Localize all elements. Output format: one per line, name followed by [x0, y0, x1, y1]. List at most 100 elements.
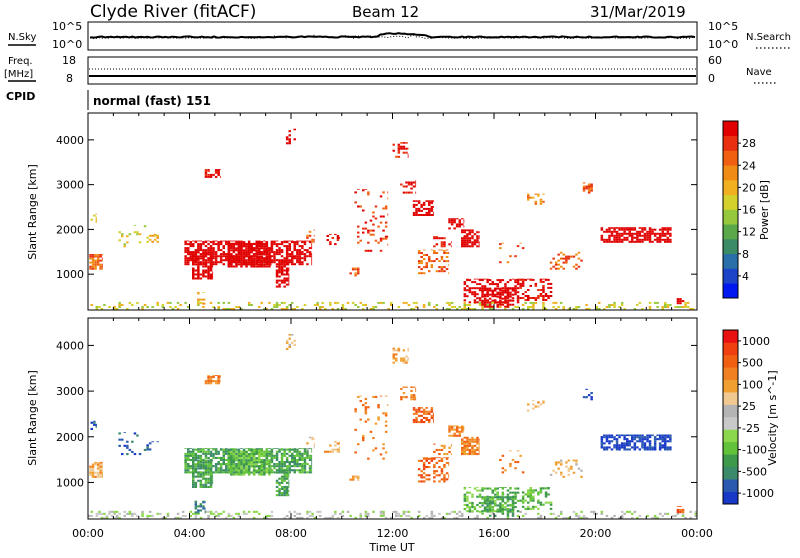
heatmap-cell	[268, 265, 271, 268]
heatmap-cell	[560, 510, 563, 513]
heatmap-cell	[301, 458, 304, 461]
heatmap-cell	[95, 213, 97, 215]
heatmap-cell	[263, 471, 266, 474]
heatmap-cell	[102, 471, 103, 474]
heatmap-cell	[283, 452, 286, 455]
heatmap-cell	[537, 193, 540, 195]
heatmap-cell	[270, 457, 272, 460]
heatmap-cell	[580, 516, 583, 519]
heatmap-cell	[653, 514, 657, 517]
heatmap-cell	[268, 263, 271, 266]
heatmap-cell	[187, 448, 190, 449]
heatmap-cell	[646, 238, 649, 241]
heatmap-cell	[99, 475, 102, 478]
heatmap-cell	[491, 291, 494, 294]
heatmap-cell	[405, 147, 408, 150]
heatmap-cell	[481, 285, 484, 288]
heatmap-cell	[235, 243, 238, 246]
heatmap-cell	[496, 487, 499, 490]
heatmap-cell	[288, 142, 291, 145]
heatmap-cell	[283, 473, 286, 476]
heatmap-cell	[438, 457, 441, 459]
heatmap-cell	[367, 229, 370, 232]
heatmap-cell	[278, 467, 281, 470]
heatmap-cell	[252, 243, 256, 246]
heatmap-cell	[359, 514, 362, 517]
heatmap-cell	[194, 448, 198, 451]
heatmap-cell	[620, 240, 624, 243]
heatmap-cell	[318, 306, 322, 308]
heatmap-cell	[91, 254, 95, 256]
heatmap-cell	[448, 252, 450, 254]
heatmap-cell	[217, 461, 220, 464]
heatmap-cell	[504, 283, 507, 286]
heatmap-cell	[293, 138, 296, 141]
heatmap-cell	[268, 253, 271, 256]
heatmap-cell	[471, 510, 474, 513]
heatmap-cell	[96, 255, 100, 258]
heatmap-cell	[430, 457, 434, 460]
heatmap-cell	[461, 453, 464, 456]
heatmap-cell	[283, 471, 286, 474]
heatmap-cell	[159, 512, 162, 515]
heatmap-cell	[544, 278, 548, 280]
heatmap-cell	[283, 479, 286, 482]
heatmap-cell	[207, 376, 210, 379]
heatmap-cell	[620, 446, 624, 449]
heatmap-cell	[278, 251, 281, 254]
heatmap-cell	[600, 512, 604, 515]
heatmap-cell	[422, 408, 426, 411]
heatmap-cell	[260, 448, 263, 451]
heatmap-cell	[219, 448, 223, 451]
heatmap-cell	[509, 295, 512, 298]
heatmap-cell	[468, 304, 472, 306]
heatmap-cell	[207, 380, 210, 383]
heatmap-cell	[91, 467, 95, 470]
heatmap-cell	[357, 241, 360, 244]
heatmap-cell	[102, 259, 103, 262]
heatmap-cell	[666, 446, 670, 449]
heatmap-cell	[478, 231, 480, 234]
heatmap-cell	[331, 308, 335, 310]
heatmap-cell	[547, 282, 550, 285]
heatmap-cell	[514, 461, 517, 464]
heatmap-cell	[415, 214, 418, 216]
heatmap-cell	[240, 453, 243, 456]
heatmap-cell	[527, 491, 530, 494]
heatmap-cell	[235, 471, 238, 474]
heatmap-cell	[448, 434, 451, 437]
heatmap-cell	[509, 498, 512, 501]
heatmap-cell	[453, 516, 456, 519]
heatmap-cell	[433, 414, 434, 417]
heatmap-cell	[288, 269, 290, 272]
heatmap-cell	[187, 471, 190, 474]
heatmap-cell	[425, 211, 428, 214]
heatmap-cell	[288, 138, 291, 141]
heatmap-cell	[425, 457, 428, 460]
heatmap-cell	[478, 289, 482, 292]
heatmap-cell	[280, 281, 284, 284]
heatmap-cell	[96, 261, 100, 264]
heatmap-cell	[212, 452, 215, 455]
heatmap-cell	[359, 239, 362, 242]
heatmap-cell	[222, 456, 225, 459]
heatmap-cell	[212, 251, 214, 254]
heatmap-cell	[478, 506, 482, 509]
heatmap-cell	[240, 263, 243, 266]
heatmap-cell	[285, 138, 289, 141]
heatmap-cell	[258, 469, 261, 472]
heatmap-cell	[118, 432, 121, 435]
heatmap-cell	[207, 243, 210, 246]
heatmap-cell	[542, 301, 545, 304]
heatmap-cell	[99, 259, 102, 262]
heatmap-cell	[308, 436, 312, 439]
heatmap-cell	[207, 467, 210, 470]
heatmap-cell	[656, 236, 659, 239]
heatmap-cell	[306, 452, 309, 455]
heatmap-cell	[613, 238, 616, 241]
heatmap-cell	[633, 228, 637, 231]
heatmap-cell	[240, 465, 243, 468]
heatmap-cell	[275, 251, 279, 254]
heatmap-cell	[303, 257, 307, 260]
